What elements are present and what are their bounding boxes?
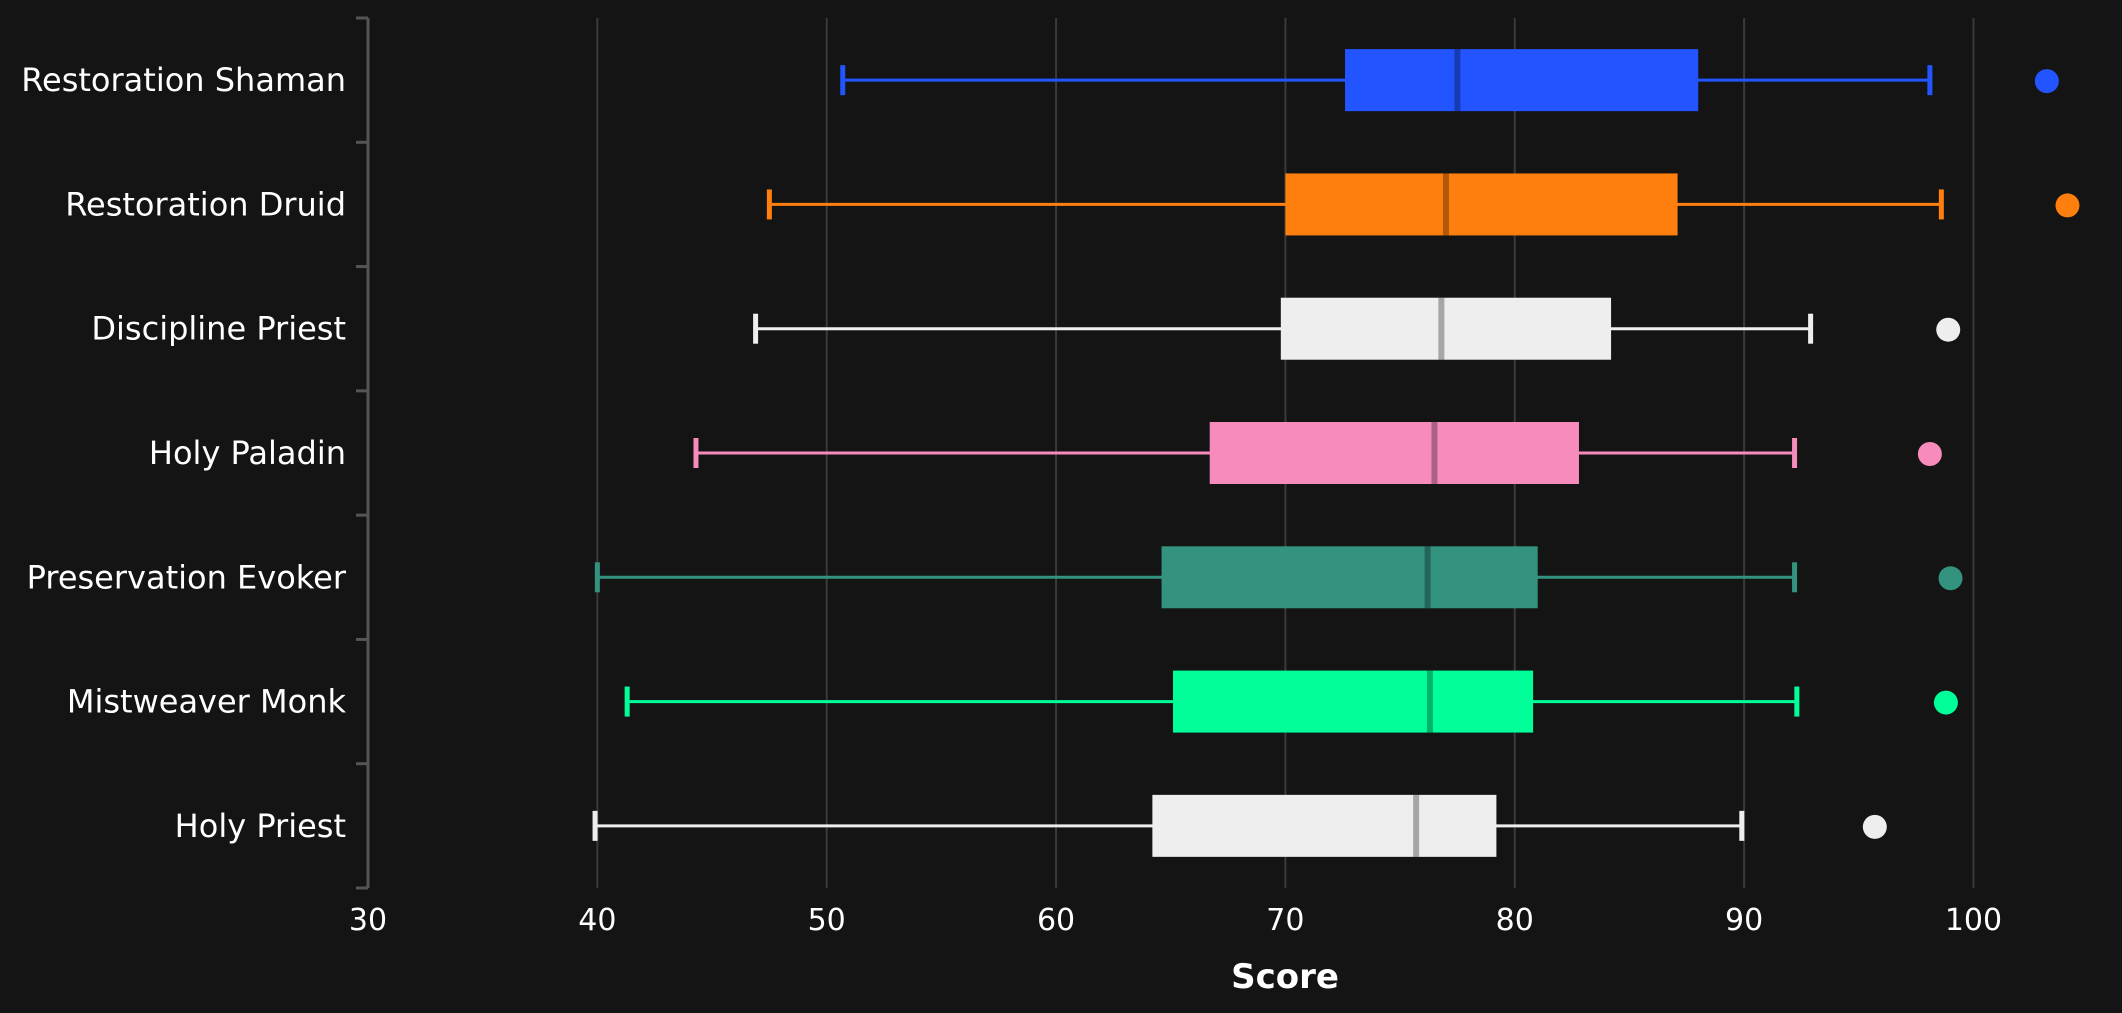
outlier-point [2034,69,2059,94]
x-tick-label-60: 60 [1037,903,1075,938]
category-label: Holy Paladin [149,434,346,472]
box-group-holy-paladin: Holy Paladin [149,422,1942,484]
category-label: Restoration Druid [65,185,346,223]
iqr-box [1152,794,1497,857]
outlier-point [1933,690,1958,715]
iqr-box [1161,546,1538,609]
iqr-box [1173,670,1534,733]
outlier-point [1862,814,1887,839]
category-label: Restoration Shaman [21,61,346,99]
box-group-restoration-druid: Restoration Druid [65,173,2080,236]
outlier-point [1936,317,1961,342]
iqr-box [1209,422,1579,484]
x-tick-label-80: 80 [1496,903,1534,938]
x-tick-label-40: 40 [578,903,616,938]
category-label: Preservation Evoker [27,558,347,596]
outlier-point [1938,566,1963,591]
x-tick-label-50: 50 [808,903,846,938]
x-axis-label: Score [1231,957,1339,997]
box-group-discipline-priest: Discipline Priest [91,297,1961,360]
iqr-box [1285,173,1678,236]
x-tick-label-70: 70 [1266,903,1304,938]
x-tick-label-30: 30 [349,903,387,938]
category-label: Mistweaver Monk [67,683,347,721]
box-group-preservation-evoker: Preservation Evoker [27,546,1963,609]
box-group-mistweaver-monk: Mistweaver Monk [67,670,1958,733]
axes: 30 40 50 60 70 80 90 100 [349,16,2002,938]
boxes: Restoration Shaman Restoration Druid Disci… [21,49,2080,857]
category-label: Discipline Priest [91,310,346,348]
x-tick-label-100: 100 [1945,903,2002,938]
x-tick-label-90: 90 [1725,903,1763,938]
box-group-holy-priest: Holy Priest [175,794,1887,857]
box-group-restoration-shaman: Restoration Shaman [21,49,2059,112]
outlier-point [1917,442,1942,466]
outlier-point [2055,193,2080,218]
iqr-box [1280,297,1612,360]
category-label: Holy Priest [175,807,346,845]
iqr-box [1345,49,1699,112]
